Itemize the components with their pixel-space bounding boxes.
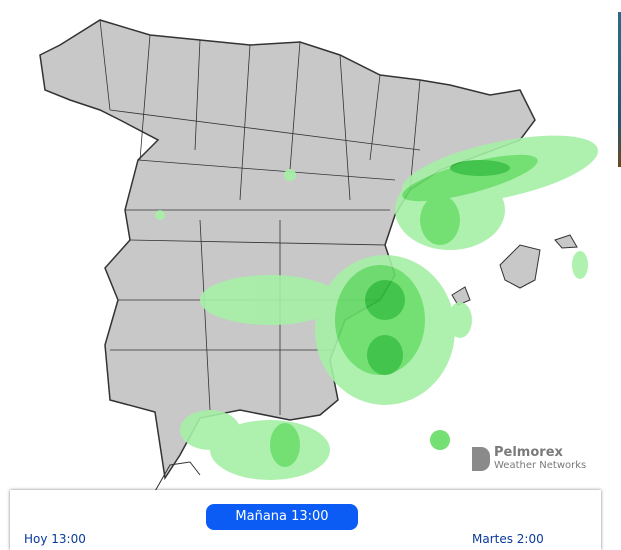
rain-areas (155, 135, 598, 480)
timeline-start-label: Hoy 13:00 (24, 532, 86, 546)
logo-subtitle: Weather Networks (494, 460, 587, 471)
province-borders (99, 19, 421, 415)
timeline-end-label: Martes 2:00 (472, 532, 544, 546)
morocco-coast (149, 461, 201, 501)
logo-name: Pelmorex (494, 445, 563, 460)
current-time-button[interactable]: Mañana 13:00 (206, 504, 358, 530)
precipitation-map[interactable] (0, 0, 621, 538)
timeline-panel: Mañana 13:00 Hoy 13:00 Martes 2:00 (10, 490, 601, 550)
ibiza (451, 286, 471, 306)
pelmorex-p-icon (472, 447, 490, 471)
menorca (554, 234, 578, 249)
mallorca (499, 244, 541, 289)
pelmorex-logo: Pelmorex Weather Networks (472, 446, 586, 472)
side-panel-edge (618, 12, 621, 167)
